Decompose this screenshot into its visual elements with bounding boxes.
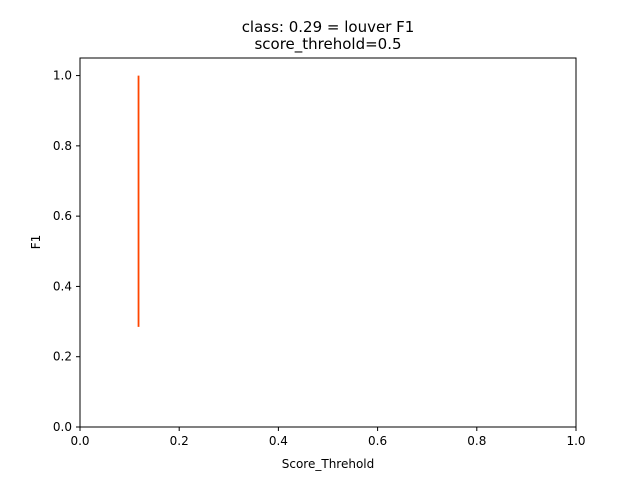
x-tick-label: 0.2 — [170, 434, 189, 448]
y-axis-ticks: 0.0 0.2 0.4 0.6 0.8 1.0 — [53, 69, 80, 434]
x-axis-ticks: 0.0 0.2 0.4 0.6 0.8 1.0 — [70, 427, 586, 448]
x-tick-label: 0.0 — [70, 434, 89, 448]
y-tick-label: 0.8 — [53, 139, 72, 153]
x-axis-label: Score_Threhold — [282, 457, 375, 471]
x-tick-label: 0.4 — [269, 434, 288, 448]
y-tick-label: 0.4 — [53, 279, 72, 293]
y-tick-label: 0.6 — [53, 209, 72, 223]
y-tick-label: 0.0 — [53, 420, 72, 434]
chart-title-line-1: class: 0.29 = louver F1 — [242, 18, 415, 36]
plot-area-frame — [79, 57, 577, 428]
x-tick-label: 1.0 — [566, 434, 585, 448]
y-axis-label: F1 — [29, 235, 43, 250]
chart-title-line-2: score_threhold=0.5 — [254, 35, 401, 54]
x-tick-label: 0.6 — [368, 434, 387, 448]
y-tick-label: 0.2 — [53, 350, 72, 364]
x-tick-label: 0.8 — [467, 434, 486, 448]
y-tick-label: 1.0 — [53, 69, 72, 83]
